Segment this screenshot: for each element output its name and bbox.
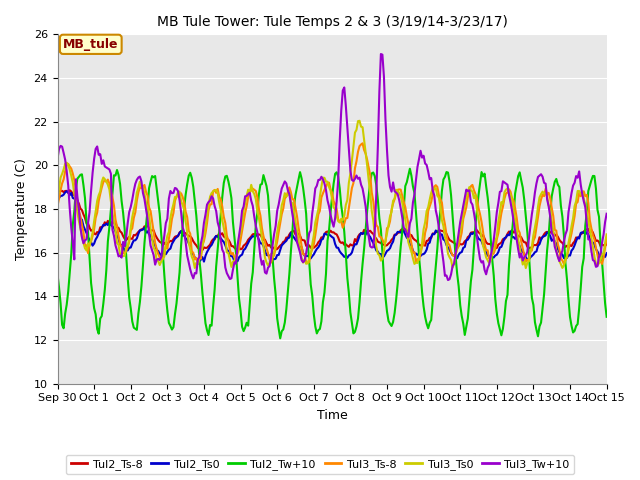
Tul2_Tw+10	[54, 272, 61, 277]
Tul2_Ts-8	[537, 236, 545, 242]
Tul2_Tw+10	[69, 222, 77, 228]
Tul2_Ts0	[369, 240, 377, 246]
Tul3_Ts0	[522, 265, 530, 271]
Line: Tul2_Ts-8: Tul2_Ts-8	[58, 188, 607, 251]
Tul3_Ts0	[356, 118, 364, 124]
Tul3_Ts0	[386, 213, 394, 219]
Tul3_Ts-8	[194, 261, 202, 267]
Tul2_Tw+10	[398, 229, 406, 235]
Line: Tul2_Ts0: Tul2_Ts0	[58, 191, 607, 262]
Tul3_Ts-8	[388, 206, 396, 212]
Tul3_Tw+10	[444, 277, 452, 283]
Tul3_Ts-8	[369, 198, 377, 204]
Tul3_Ts0	[156, 262, 164, 268]
Tul2_Ts-8	[398, 226, 406, 232]
Y-axis label: Temperature (C): Temperature (C)	[15, 158, 28, 260]
Tul2_Ts0	[539, 234, 547, 240]
Tul3_Tw+10	[539, 174, 547, 180]
Tul3_Ts0	[539, 189, 547, 194]
Tul2_Tw+10	[368, 170, 376, 176]
Tul2_Ts-8	[368, 230, 376, 236]
Tul2_Ts-8	[386, 240, 394, 245]
Tul3_Ts-8	[539, 192, 547, 198]
Tul2_Ts-8	[156, 239, 164, 245]
Tul3_Ts-8	[603, 236, 611, 242]
Tul2_Tw+10	[603, 314, 611, 320]
X-axis label: Time: Time	[317, 409, 348, 422]
Tul3_Ts0	[603, 231, 611, 237]
Tul3_Tw+10	[156, 257, 164, 263]
Tul3_Ts0	[54, 197, 61, 203]
Tul2_Ts-8	[603, 241, 611, 247]
Tul3_Tw+10	[603, 211, 611, 216]
Tul2_Tw+10	[156, 211, 164, 217]
Legend: Tul2_Ts-8, Tul2_Ts0, Tul2_Tw+10, Tul3_Ts-8, Tul3_Ts0, Tul3_Tw+10: Tul2_Ts-8, Tul2_Ts0, Tul2_Tw+10, Tul3_Ts…	[66, 455, 574, 474]
Title: MB Tule Tower: Tule Temps 2 & 3 (3/19/14-3/23/17): MB Tule Tower: Tule Temps 2 & 3 (3/19/14…	[157, 15, 508, 29]
Tul2_Tw+10	[406, 166, 413, 171]
Tul3_Tw+10	[398, 215, 406, 220]
Tul2_Ts0	[157, 252, 165, 258]
Tul2_Ts0	[54, 194, 61, 200]
Tul3_Ts0	[69, 180, 77, 186]
Tul2_Ts-8	[197, 248, 205, 253]
Tul3_Tw+10	[54, 156, 61, 161]
Tul2_Ts0	[400, 228, 408, 234]
Tul3_Ts0	[398, 200, 406, 205]
Tul3_Ts-8	[54, 203, 61, 209]
Line: Tul2_Tw+10: Tul2_Tw+10	[58, 168, 607, 338]
Tul3_Tw+10	[69, 240, 77, 246]
Tul2_Ts-8	[69, 191, 77, 197]
Text: MB_tule: MB_tule	[63, 38, 118, 51]
Tul3_Ts0	[368, 208, 376, 214]
Tul3_Tw+10	[366, 243, 374, 249]
Tul2_Ts0	[63, 188, 70, 194]
Tul2_Ts0	[200, 259, 208, 264]
Tul2_Tw+10	[386, 321, 394, 326]
Tul3_Ts-8	[69, 171, 77, 177]
Tul2_Tw+10	[539, 305, 547, 311]
Tul2_Ts0	[70, 196, 78, 202]
Tul2_Ts-8	[54, 185, 61, 191]
Tul3_Ts-8	[359, 141, 367, 146]
Line: Tul3_Ts0: Tul3_Ts0	[58, 121, 607, 268]
Line: Tul3_Ts-8: Tul3_Ts-8	[58, 144, 607, 264]
Tul2_Ts0	[603, 251, 611, 256]
Tul3_Tw+10	[377, 51, 385, 57]
Tul3_Tw+10	[386, 184, 394, 190]
Tul3_Ts-8	[400, 199, 408, 204]
Line: Tul3_Tw+10: Tul3_Tw+10	[58, 54, 607, 280]
Tul2_Tw+10	[276, 336, 284, 341]
Tul2_Ts0	[388, 241, 396, 247]
Tul3_Ts-8	[156, 254, 164, 260]
